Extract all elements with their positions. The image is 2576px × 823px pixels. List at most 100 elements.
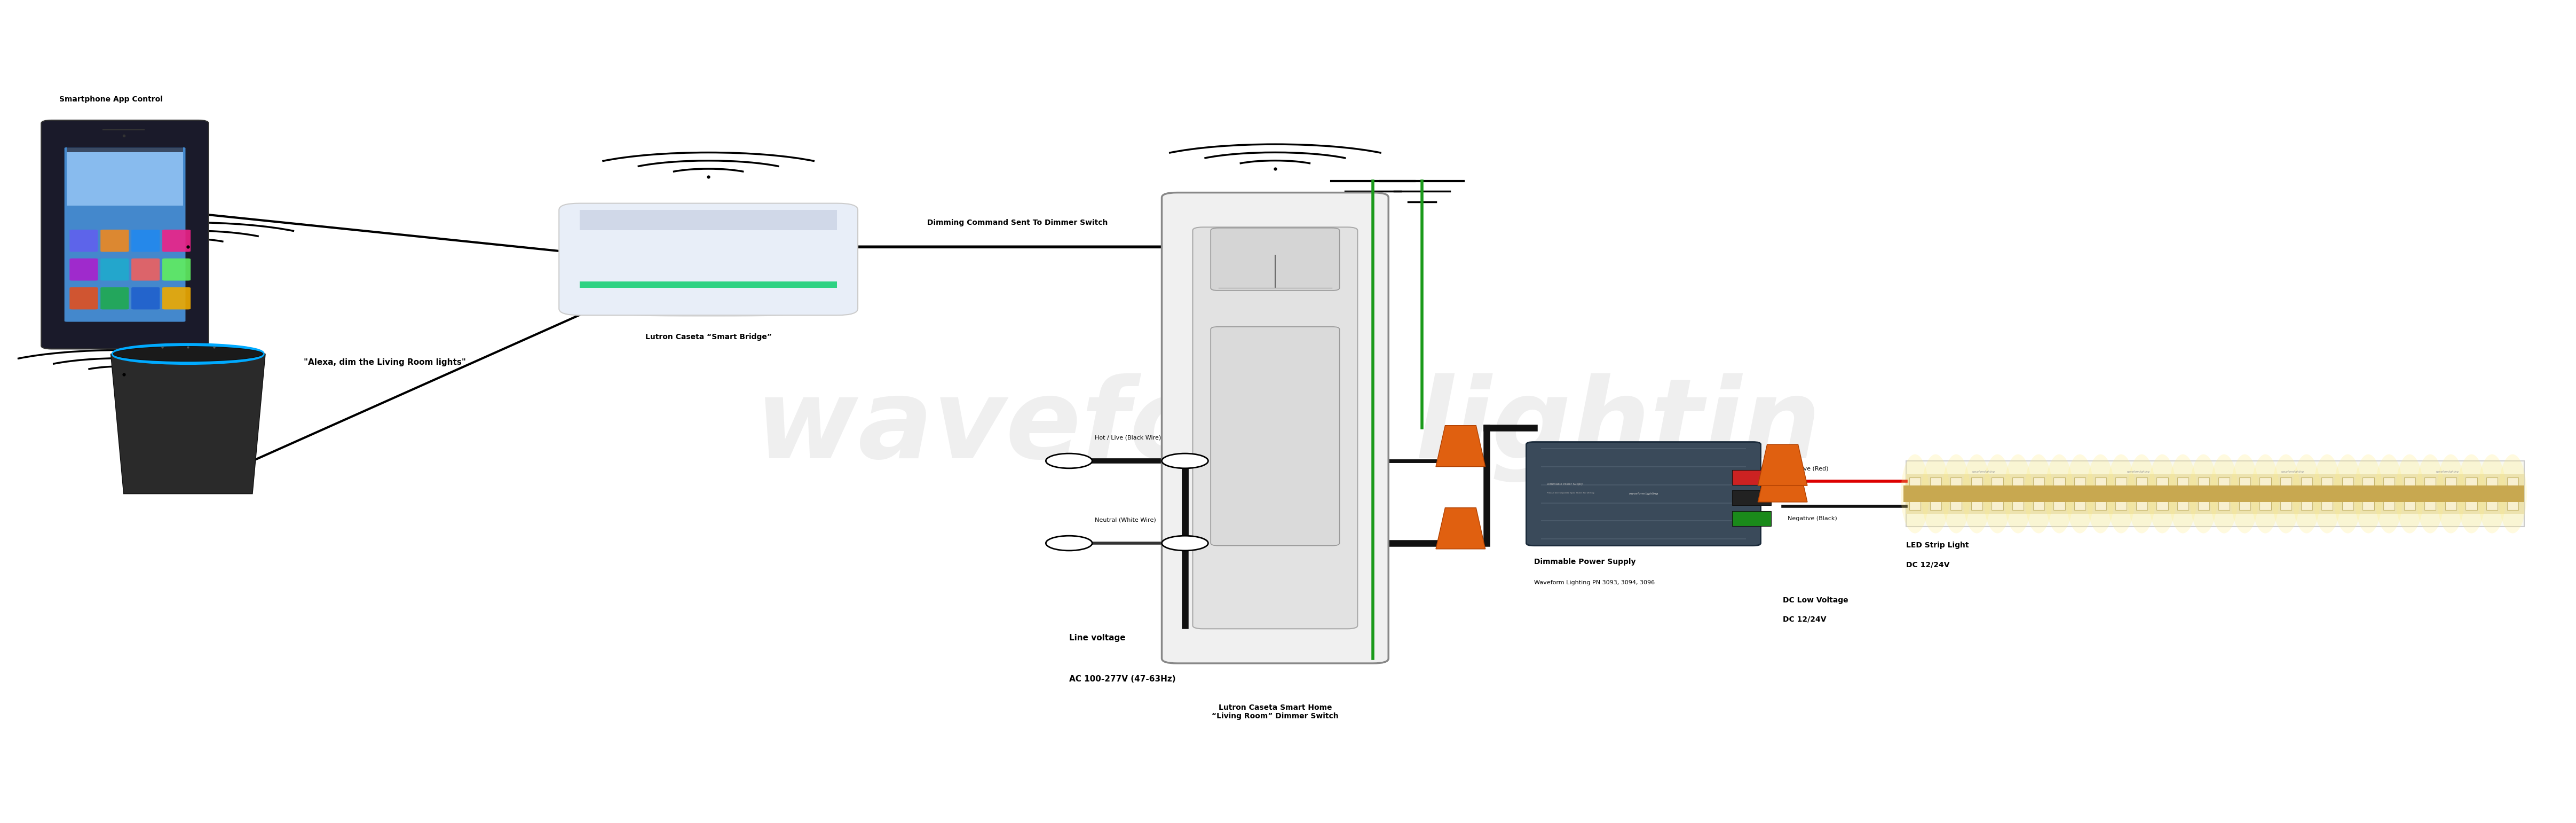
Ellipse shape [2066, 454, 2094, 533]
Ellipse shape [2107, 454, 2136, 533]
Bar [2192, 486, 2208, 502]
Text: Neutral (for ELV / Reverse Phase): Neutral (for ELV / Reverse Phase) [1216, 458, 1221, 546]
Text: AC 100-277V (47-63Hz): AC 100-277V (47-63Hz) [1069, 675, 1175, 683]
Ellipse shape [1963, 454, 1991, 533]
Ellipse shape [1922, 454, 1950, 533]
Bar [2486, 477, 2499, 510]
FancyBboxPatch shape [162, 230, 191, 252]
Bar [2053, 477, 2066, 510]
Polygon shape [1435, 425, 1486, 467]
Bar [2262, 486, 2277, 502]
Bar [1906, 461, 2524, 527]
Bar [1991, 477, 2004, 510]
Text: DC Low Voltage: DC Low Voltage [1783, 597, 1847, 604]
Text: Lutron Caseta “Smart Bridge”: Lutron Caseta “Smart Bridge” [644, 333, 773, 341]
Bar [2156, 477, 2169, 510]
Bar [1929, 477, 1942, 510]
Ellipse shape [2190, 454, 2218, 533]
Ellipse shape [1901, 454, 1929, 533]
Bar [2303, 486, 2318, 502]
Bar [2385, 486, 2401, 502]
Bar [2427, 486, 2442, 502]
Bar [2324, 486, 2339, 502]
Text: waveformlighting: waveformlighting [1628, 492, 1659, 495]
Bar [1904, 486, 1919, 502]
Bar [580, 210, 837, 230]
Bar [2378, 486, 2393, 502]
Text: waveformlighting: waveformlighting [2128, 471, 2148, 473]
Bar [2138, 486, 2154, 502]
FancyBboxPatch shape [162, 287, 191, 309]
Bar [2130, 486, 2146, 502]
Circle shape [1162, 453, 1208, 468]
FancyBboxPatch shape [70, 258, 98, 281]
Ellipse shape [1942, 454, 1971, 533]
Circle shape [1046, 453, 1092, 468]
FancyBboxPatch shape [70, 230, 98, 252]
Bar [2056, 486, 2071, 502]
Bar [2398, 486, 2414, 502]
Bar [2365, 486, 2380, 502]
Text: Positive (Red): Positive (Red) [1788, 467, 1829, 472]
Ellipse shape [2128, 454, 2156, 533]
Bar [1965, 486, 1981, 502]
Bar [1911, 486, 1927, 502]
Bar [2221, 486, 2236, 502]
Ellipse shape [2375, 454, 2403, 533]
Bar [2097, 486, 2112, 502]
Bar [2089, 486, 2105, 502]
Bar [2336, 486, 2352, 502]
Text: Dimmable Power Supply: Dimmable Power Supply [1546, 483, 1582, 486]
Text: Ground (Green Wire): Ground (Green Wire) [1373, 273, 1378, 336]
Text: Dimming Command Sent To Dimmer Switch: Dimming Command Sent To Dimmer Switch [927, 219, 1108, 226]
Text: Smartphone App Control: Smartphone App Control [59, 95, 162, 103]
Bar [2027, 486, 2043, 502]
Text: Neutral (White Wire): Neutral (White Wire) [1095, 518, 1157, 523]
Ellipse shape [2272, 454, 2300, 533]
Text: DC 12/24V: DC 12/24V [1906, 561, 1950, 569]
Ellipse shape [2025, 454, 2053, 533]
Bar [1973, 486, 1989, 502]
Bar [2295, 486, 2311, 502]
Bar [1932, 486, 1947, 502]
Bar [2362, 477, 2375, 510]
Bar [2445, 477, 2458, 510]
Bar [2197, 477, 2210, 510]
Bar [2439, 486, 2455, 502]
Bar [2115, 477, 2128, 510]
Ellipse shape [113, 346, 263, 361]
FancyBboxPatch shape [1193, 227, 1358, 629]
Bar [2172, 486, 2187, 502]
Bar [2110, 486, 2125, 502]
Text: "Alexa, dim the Living Room lights": "Alexa, dim the Living Room lights" [304, 358, 466, 366]
Ellipse shape [2334, 454, 2362, 533]
FancyBboxPatch shape [70, 287, 98, 309]
Bar [2300, 477, 2313, 510]
Bar [1731, 511, 1772, 526]
Bar [2280, 477, 2293, 510]
Circle shape [1162, 536, 1208, 551]
Bar [1994, 486, 2009, 502]
Bar [1924, 486, 1940, 502]
Ellipse shape [2416, 454, 2445, 533]
Bar [2076, 486, 2092, 502]
Ellipse shape [2499, 454, 2527, 533]
Bar [2357, 486, 2372, 502]
Bar [2275, 486, 2290, 502]
Polygon shape [1757, 461, 1808, 502]
Bar [2321, 477, 2334, 510]
Bar [2200, 486, 2215, 502]
Bar [2012, 477, 2025, 510]
FancyBboxPatch shape [100, 287, 129, 309]
Bar [2509, 486, 2524, 502]
FancyBboxPatch shape [1162, 193, 1388, 663]
Ellipse shape [2231, 454, 2259, 533]
Ellipse shape [2313, 454, 2342, 533]
Bar [2069, 486, 2084, 502]
Bar [2465, 477, 2478, 510]
Ellipse shape [2458, 454, 2486, 533]
Bar [2239, 477, 2251, 510]
Bar [2007, 486, 2022, 502]
Ellipse shape [2251, 454, 2280, 533]
FancyBboxPatch shape [100, 258, 129, 281]
